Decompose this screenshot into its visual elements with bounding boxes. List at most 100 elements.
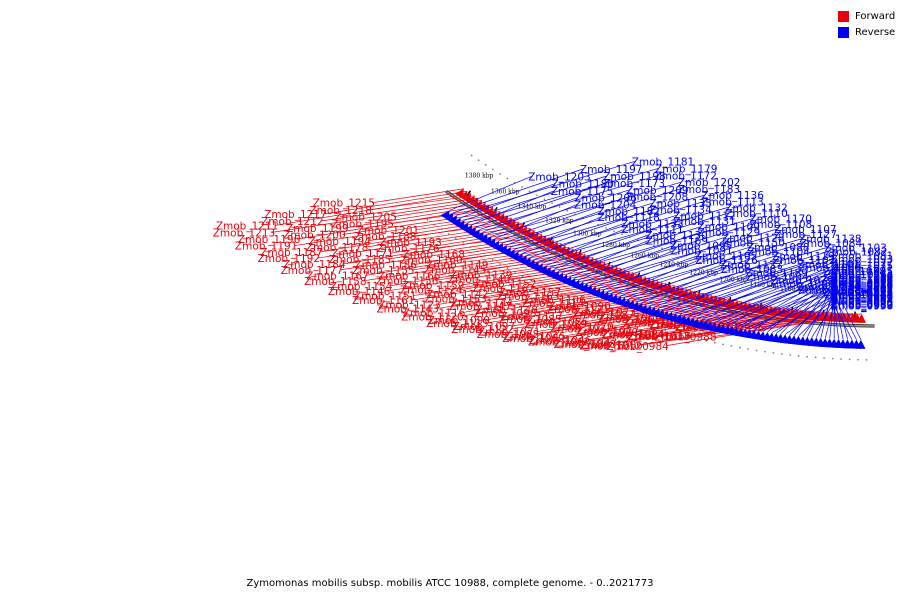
reverse-gene-label[interactable]: Zmob_1083 <box>721 264 783 276</box>
reverse-gene-label[interactable]: Zmob_0969 <box>831 300 893 312</box>
reverse-gene-label[interactable]: Zmob_0991 <box>831 278 893 290</box>
reverse-gene-label[interactable]: Zmob_1202 <box>678 177 740 189</box>
reverse-gene-label[interactable]: Zmob_1004 <box>831 295 894 307</box>
forward-gene-label[interactable]: Zmob_1191 <box>235 241 297 253</box>
forward-gene-label[interactable]: Zmob_1212 <box>261 216 323 228</box>
reverse-gene-label[interactable]: Zmob_1025 <box>831 266 893 278</box>
forward-gene-label[interactable]: Zmob_1194 <box>308 236 371 248</box>
forward-gene-label[interactable]: Zmob_1163 <box>497 291 559 303</box>
reverse-gene-label[interactable]: Zmob_1075 <box>831 260 893 272</box>
reverse-gene-label[interactable]: Zmob_0990 <box>831 298 893 310</box>
reverse-gene-label[interactable]: Zmob_1008 <box>831 275 893 287</box>
forward-gene-label[interactable]: Zmob_1167 <box>306 270 368 282</box>
forward-gene-label[interactable]: Zmob_1097 <box>453 321 515 333</box>
reverse-gene-label[interactable]: Zmob_0968 <box>831 290 893 302</box>
forward-gene-label[interactable]: Zmob_1154 <box>330 281 393 293</box>
reverse-gene-label[interactable]: Zmob_1084 <box>800 238 863 250</box>
forward-gene-label[interactable]: Zmob_1089 <box>524 319 586 331</box>
reverse-gene-label[interactable]: Zmob_1127 <box>775 229 837 241</box>
forward-gene-label[interactable]: Zmob_1144 <box>451 297 514 309</box>
forward-gene-label[interactable]: Zmob_1161 <box>352 295 414 307</box>
reverse-gene-label[interactable]: Zmob_1128 <box>722 232 784 244</box>
reverse-gene-label[interactable]: Zmob_0986 <box>831 279 894 291</box>
reverse-gene-label[interactable]: Zmob_0999 <box>831 294 893 306</box>
reverse-gene-label[interactable]: Zmob_1093 <box>831 254 893 266</box>
forward-gene-label[interactable]: Zmob_1153 <box>424 293 486 305</box>
forward-gene-label[interactable]: Zmob_1152 <box>474 279 536 291</box>
reverse-gene-label[interactable]: Zmob_0997 <box>831 284 893 296</box>
forward-gene-label[interactable]: Zmob_1145 <box>424 265 486 277</box>
reverse-gene-label[interactable]: Zmob_0966 <box>831 280 894 292</box>
forward-gene-label[interactable]: Zmob_1213 <box>213 227 275 239</box>
reverse-gene-label[interactable]: Zmob_1172 <box>654 170 716 182</box>
reverse-gene-label[interactable]: Zmob_1170 <box>749 214 811 226</box>
reverse-gene-label[interactable]: Zmob_0970 <box>831 280 893 292</box>
reverse-gene-label[interactable]: Zmob_1135 <box>649 198 711 210</box>
reverse-gene-label[interactable]: Zmob_1081 <box>831 250 893 262</box>
reverse-gene-label[interactable]: Zmob_1096 <box>772 278 835 290</box>
reverse-gene-label[interactable]: Zmob_1183 <box>678 184 740 196</box>
reverse-gene-label[interactable]: Zmob_1094 <box>746 271 809 283</box>
forward-gene-label[interactable]: Zmob_1122 <box>451 324 513 336</box>
forward-gene-label[interactable]: Zmob_1106 <box>523 294 586 306</box>
reverse-gene-label[interactable]: Zmob_1203 <box>528 171 590 183</box>
forward-gene-label[interactable]: Zmob_1211 <box>216 220 278 232</box>
forward-gene-label[interactable]: Zmob_1046 <box>529 335 592 347</box>
reverse-gene-label[interactable]: Zmob_1180 <box>551 179 613 191</box>
reverse-gene-label[interactable]: Zmob_1002 <box>831 286 893 298</box>
forward-gene-label[interactable]: Zmob_1205 <box>334 212 396 224</box>
reverse-gene-label[interactable]: Zmob_1206 <box>574 193 637 205</box>
reverse-gene-label[interactable]: Zmob_0989 <box>831 288 893 300</box>
reverse-gene-label[interactable]: Zmob_0956 <box>831 300 894 312</box>
forward-gene-label[interactable]: Zmob_1159 <box>402 280 464 292</box>
forward-gene-label[interactable]: Zmob_1158 <box>304 276 366 288</box>
forward-gene-label[interactable]: Zmob_1090 <box>548 301 610 313</box>
forward-gene-label[interactable]: Zmob_1176 <box>377 243 440 255</box>
forward-gene-label[interactable]: Zmob_1143 <box>376 304 438 316</box>
forward-gene-label[interactable]: Zmob_0984 <box>606 341 669 353</box>
forward-gene-label[interactable]: Zmob_1195 <box>331 218 393 230</box>
reverse-gene-label[interactable]: Zmob_1182 <box>598 206 660 218</box>
forward-gene-label[interactable]: Zmob_1147 <box>449 301 511 313</box>
reverse-gene-label[interactable]: Zmob_1022 <box>831 278 893 290</box>
reverse-gene-label[interactable]: Zmob_1198 <box>603 171 665 183</box>
forward-gene-label[interactable]: Zmob_1115 <box>426 318 488 330</box>
forward-gene-label[interactable]: Zmob_1187 <box>260 247 322 259</box>
forward-gene-label[interactable]: Zmob_1193 <box>379 237 441 249</box>
reverse-gene-label[interactable]: Zmob_1076 <box>824 269 887 281</box>
reverse-gene-label[interactable]: Zmob_1015 <box>831 280 893 292</box>
reverse-gene-label[interactable]: Zmob_1104 <box>747 247 810 259</box>
reverse-gene-label[interactable]: Zmob_1126 <box>695 255 758 267</box>
reverse-gene-label[interactable]: Zmob_1010 <box>831 271 893 283</box>
reverse-gene-label[interactable]: Zmob_1078 <box>823 266 885 278</box>
forward-gene-label[interactable]: Zmob_1156 <box>376 275 439 287</box>
forward-gene-label[interactable]: Zmob_1062 <box>528 336 590 348</box>
forward-gene-label[interactable]: Zmob_1024 <box>602 328 665 340</box>
reverse-gene-label[interactable]: Zmob_1082 <box>825 246 887 258</box>
reverse-gene-label[interactable]: Zmob_1091 <box>670 246 732 258</box>
forward-gene-glyph[interactable] <box>856 313 867 323</box>
forward-gene-label[interactable]: Zmob_1120 <box>401 311 463 323</box>
reverse-gene-label[interactable]: Zmob_1026 <box>831 275 894 287</box>
reverse-gene-label[interactable]: Zmob_1204 <box>574 199 637 211</box>
forward-gene-label[interactable]: Zmob_1087 <box>572 309 634 321</box>
forward-gene-label[interactable]: Zmob_1085 <box>499 314 561 326</box>
reverse-gene-label[interactable]: Zmob_1181 <box>632 156 694 168</box>
reverse-gene-label[interactable]: Zmob_1108 <box>750 219 812 231</box>
forward-gene-label[interactable]: Zmob_1157 <box>499 287 561 299</box>
reverse-gene-label[interactable]: Zmob_1138 <box>799 234 861 246</box>
reverse-gene-label[interactable]: Zmob_0992 <box>831 287 893 299</box>
reverse-gene-label[interactable]: Zmob_1009 <box>831 292 893 304</box>
reverse-gene-label[interactable]: Zmob_1209 <box>626 185 688 197</box>
forward-gene-label[interactable]: Zmob_1071 <box>478 327 540 339</box>
forward-gene-label[interactable]: Zmob_1171 <box>331 248 393 260</box>
reverse-gene-label[interactable]: Zmob_1001 <box>831 276 893 288</box>
reverse-gene-label[interactable]: Zmob_1021 <box>831 269 893 281</box>
forward-gene-label[interactable]: Zmob_1201 <box>357 225 419 237</box>
forward-gene-label[interactable]: Zmob_1166 <box>378 270 441 282</box>
reverse-gene-label[interactable]: Zmob_1112 <box>673 210 735 222</box>
forward-gene-label[interactable]: Zmob_1184 <box>283 259 346 271</box>
reverse-gene-label[interactable]: Zmob_1077 <box>831 257 893 269</box>
forward-gene-label[interactable]: Zmob_1218 <box>309 205 371 217</box>
reverse-gene-label[interactable]: Zmob_0949 <box>831 281 893 293</box>
